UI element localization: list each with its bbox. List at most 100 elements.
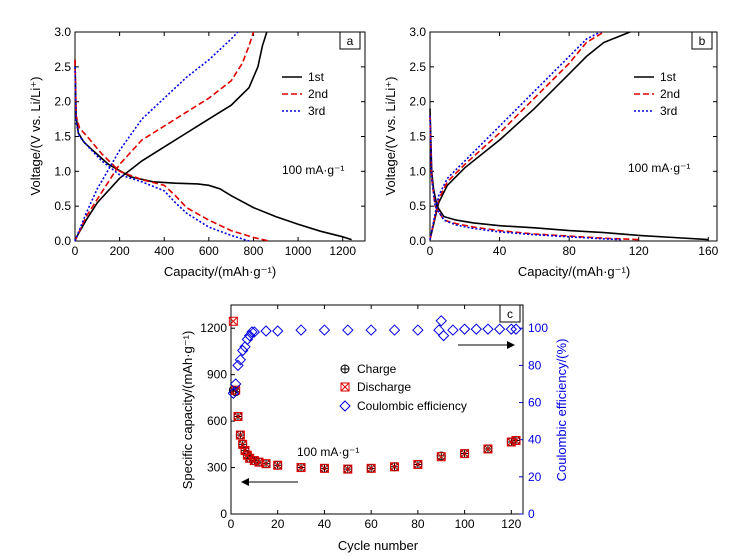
panel-b-axis-ticks: 0 40 80 120 160 0.0 0.5 1.0 1.5 2.0 2.5 3.0	[409, 25, 718, 258]
marker-discharge	[235, 430, 245, 440]
panel-b-x-axis-label: Capacity/(mAh·g⁻¹)	[518, 264, 630, 279]
marker-discharge	[319, 463, 329, 473]
panel-b-rate-annotation: 100 mA·g⁻¹	[628, 161, 690, 175]
legend-marker-coulombic-efficiency	[339, 400, 351, 412]
legend-label-2nd: 2nd	[660, 87, 680, 101]
curve-3rd-discharge	[429, 115, 622, 241]
y2-tick-label: 100	[528, 321, 548, 335]
marker-coulombic-efficiency	[505, 323, 518, 335]
marker-discharge	[483, 444, 493, 454]
panel-a-chart: 0 200 400 600 800 1000 1200 0.0 0.5 1.0 1.5 2.0 2.5 3…	[28, 25, 366, 279]
x-tick-label: 160	[698, 244, 718, 258]
panel-b-y-axis-label: Voltage/(V vs. Li/Li⁺)	[383, 77, 398, 196]
x-tick-label: 0	[72, 244, 79, 258]
panel-c-legend: Charge Discharge Coulombic efficiency	[339, 362, 467, 413]
legend-label-2nd: 2nd	[308, 87, 328, 101]
marker-discharge	[390, 462, 400, 472]
legend-label-3rd: 3rd	[308, 104, 325, 118]
marker-coulombic-efficiency	[412, 324, 424, 336]
x-tick-label: 120	[629, 244, 649, 258]
panel-b-label: b	[699, 34, 706, 48]
panel-c-x-axis-label: Cycle number	[338, 538, 419, 553]
legend-label-discharge: Discharge	[357, 380, 411, 394]
panel-b-label-box	[691, 31, 713, 50]
x-tick-label: 400	[154, 244, 174, 258]
marker-coulombic-efficiency	[295, 324, 307, 336]
x-tick-label: 80	[411, 517, 425, 531]
x-tick-label: 60	[364, 517, 378, 531]
marker-coulombic-efficiency	[342, 324, 354, 336]
panel-c-chart: 0 20 40 60 80 100 1200300600900120002040608010…	[180, 304, 569, 553]
x-tick-label: 100	[455, 517, 475, 531]
panel-a-curves	[74, 31, 352, 242]
x-tick-label: 20	[271, 517, 285, 531]
y-tick-label: 0.0	[409, 234, 426, 248]
marker-coulombic-efficiency	[272, 325, 284, 337]
y2-tick-label: 0	[528, 507, 535, 521]
y-tick-label: 1200	[200, 321, 227, 335]
marker-discharge	[511, 435, 521, 445]
y-tick-label: 600	[207, 414, 227, 428]
x-tick-label: 200	[110, 244, 130, 258]
panel-c-axis-ticks: 0 20 40 60 80 100 1200300600900120002040608010…	[200, 305, 548, 531]
x-tick-label: 40	[493, 244, 507, 258]
x-tick-label: 600	[199, 244, 219, 258]
panel-a-frame	[74, 31, 366, 242]
panel-b-frame	[429, 31, 718, 242]
marker-coulombic-efficiency	[234, 354, 247, 366]
marker-discharge	[366, 463, 376, 473]
marker-coulombic-efficiency	[260, 325, 272, 337]
y-tick-label: 3.0	[54, 25, 71, 39]
y-tick-label: 300	[207, 461, 227, 475]
panel-a-rate-annotation: 100 mA·g⁻¹	[282, 163, 344, 177]
curve-1st-charge	[429, 31, 631, 240]
panel-c-label-box	[499, 304, 521, 323]
y-tick-label: 2.0	[54, 95, 71, 109]
legend-label-1st: 1st	[308, 70, 325, 84]
panel-c-label: c	[507, 307, 513, 321]
marker-discharge	[228, 316, 238, 326]
y2-tick-label: 60	[528, 396, 542, 410]
x-tick-label: 120	[501, 517, 521, 531]
legend-marker-charge	[340, 364, 350, 374]
y-tick-label: 900	[207, 368, 227, 382]
marker-discharge	[242, 450, 252, 460]
marker-coulombic-efficiency	[239, 341, 251, 353]
legend-label-1st: 1st	[660, 70, 677, 84]
curve-2nd-charge	[429, 31, 605, 240]
marker-discharge	[343, 464, 353, 474]
legend-label-3rd: 3rd	[660, 104, 677, 118]
legend-marker-discharge-glyph	[340, 382, 350, 392]
panel-c-frame	[230, 304, 524, 515]
y-tick-label: 2.0	[409, 95, 426, 109]
marker-coulombic-efficiency	[458, 323, 471, 335]
marker-coulombic-efficiency	[437, 329, 450, 342]
y-tick-label: 1.5	[409, 130, 426, 144]
marker-discharge	[261, 459, 271, 469]
marker-discharge	[273, 460, 283, 470]
panel-a-axis-ticks: 0 200 400 600 800 1000 1200 0.0 0.5 1.0 1.5 2.0 2.5 3…	[54, 25, 365, 258]
marker-coulombic-efficiency	[243, 329, 256, 342]
panel-c-y-axis-label: Specific capacity/(mAh·g⁻¹)	[180, 331, 195, 490]
y-tick-label: 2.5	[409, 60, 426, 74]
y-tick-label: 0.5	[54, 199, 71, 213]
x-tick-label: 1200	[329, 244, 356, 258]
marker-discharge	[413, 459, 423, 469]
panel-a-label-box	[339, 31, 361, 50]
marker-discharge	[296, 463, 306, 473]
curve-2nd-discharge	[74, 59, 270, 242]
marker-coulombic-efficiency	[510, 323, 522, 335]
y2-tick-label: 20	[528, 470, 542, 484]
marker-coulombic-efficiency	[241, 333, 254, 346]
y-tick-label: 0	[220, 507, 227, 521]
marker-coulombic-efficiency	[447, 324, 459, 336]
curve-1st-charge	[74, 31, 268, 240]
marker-coulombic-efficiency	[435, 315, 447, 327]
panel-b-curves	[429, 31, 709, 241]
marker-coulombic-efficiency	[229, 378, 242, 390]
marker-coulombic-efficiency	[318, 324, 331, 336]
marker-coulombic-efficiency	[470, 323, 482, 335]
legend-marker-discharge	[340, 382, 350, 392]
x-tick-label: 40	[318, 517, 332, 531]
